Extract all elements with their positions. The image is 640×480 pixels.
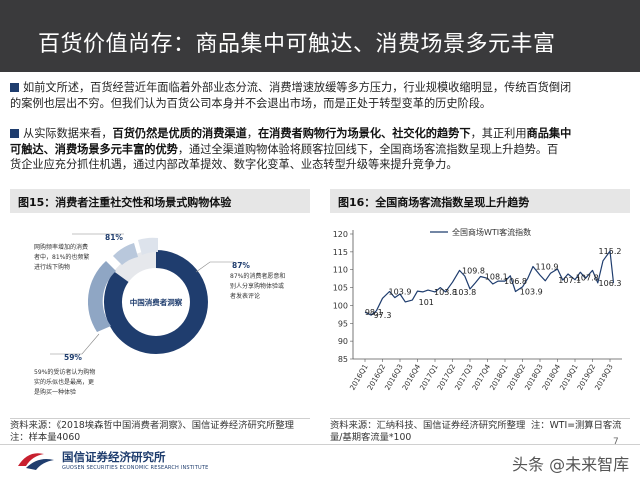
figure-16-source: 资料来源：汇纳科技、国信证券经济研究所整理 [330,420,526,431]
data-label: 108.1 [485,273,508,282]
paragraph-2-line-1: 从实际数据来看，百货仍然是优质的消费渠道，在消费者购物行为场景化、社交化的趋势下… [10,126,630,142]
segment-light [138,237,158,255]
stat-59-desc-2: 实的乐似也是最高，更 [34,378,94,386]
figure-15-note: 注：样本量4060 [10,432,81,443]
data-label: 106.8 [504,277,527,286]
data-label: 103.9 [520,288,543,297]
donut-center-label: 中国消费者洞察 [130,297,183,307]
title-bar: 百货价值尚存：商品集中可触达、消费场景多元丰富 [0,0,640,72]
data-label: 103.8 [434,288,457,297]
footer-logo-subtitle: GUOSEN SECURITIES ECONOMIC RESEARCH INST… [62,465,209,471]
data-label: 103.8 [453,288,476,297]
stat-81-desc-1: 网购频率增加的消费 [34,243,88,251]
data-label: 101 [419,298,434,307]
data-label: 109.8 [462,266,485,275]
y-tick-label: 95 [338,319,348,328]
stat-59-desc-1: 59%的受访者认为购物 [34,368,95,376]
paragraph-2-line-3: 货企业应充分抓住机遇，通过内部改革提效、数字化变革、业态转型升级等来提升竞争力。 [10,158,458,171]
figure-16-heading: 图16：全国商场客流指数呈现上升趋势 [330,189,630,213]
bullet-icon [10,129,19,138]
y-tick-label: 100 [333,301,348,310]
stat-81-desc-2: 者中，81%的也频繁 [34,253,89,261]
stat-59-pct: 59% [64,353,82,362]
figure-16-note-2: 量/基期客流量*100 [330,432,412,443]
stat-87-desc-3: 者发表评论 [230,292,260,300]
y-tick-label: 110 [333,266,348,275]
page-number: 7 [613,437,619,447]
y-tick-label: 90 [338,337,348,346]
data-label: 107.1 [558,276,581,285]
y-tick-label: 120 [333,230,348,239]
figure-15-source: 资料来源：《2018埃森哲中国消费者洞察》、国信证券经济研究所整理 [10,420,294,431]
figure-16-divider [330,418,630,419]
stat-81-pct: 81% [105,233,123,242]
segment-59 [87,261,116,332]
stat-59-desc-3: 是购买一种体验 [34,388,76,396]
watermark: 头条 @未来智库 [512,455,630,474]
stat-87-pct: 87% [232,261,250,270]
paragraph-2-line-2: 可触达、消费场景多元丰富的优势，通过全渠道购物体验将顾客拉回线下，全国商场客流指… [10,142,559,156]
footer-logo-text: 国信证券经济研究所 [62,450,166,464]
series-line [364,250,615,316]
figure-15-heading: 图15：消费者注重社交性和场景式购物体验 [10,189,310,213]
figure-16-line-chart: 8590951001051101151202016Q12016Q22016Q32… [333,227,622,392]
paragraph-1-line-2: 的案例也层出不穷。但我们认为百货公司本身并不会退出市场，而是正处于转型变革的历史… [10,96,492,110]
stat-87-desc-2: 别人分享购物体验或 [230,282,284,290]
leader-line-59 [50,333,100,355]
guosen-logo-icon [18,453,54,470]
data-label: 98.1 [365,308,383,317]
stat-81-desc-3: 进行线下购物 [34,263,70,271]
figure-15-divider [10,418,310,419]
y-tick-label: 105 [333,284,348,293]
data-label: 110.9 [536,263,559,272]
stat-87-desc-1: 87%的消费者愿意和 [230,272,285,280]
figure-15-infographic: 中国消费者洞察 81% 网购频率增加的消费 者中，81%的也频繁 进行线下购物 … [34,233,285,396]
y-tick-label: 85 [338,355,348,364]
donut-ring-87 [103,250,208,354]
leader-line-87 [195,261,234,273]
data-label: 107.8 [576,274,599,283]
footer-divider [0,444,640,445]
paragraph-1-line-1: 如前文所述，百货经营近年面临着外部业态分流、消费增速放缓等多方压力，行业规模收缩… [10,80,630,96]
data-label: 106.3 [599,279,622,288]
page-title: 百货价值尚存：商品集中可触达、消费场景多元丰富 [38,32,556,57]
paragraph-2: 从实际数据来看，百货仍然是优质的消费渠道，在消费者购物行为场景化、社交化的趋势下… [10,126,630,173]
legend-label: 全国商场WTI客流指数 [452,227,531,237]
bullet-icon [10,83,19,92]
paragraph-1: 如前文所述，百货经营近年面临着外部业态分流、消费增速放缓等多方压力，行业规模收缩… [10,80,630,111]
data-label: 115.2 [599,247,622,256]
segment-81 [113,243,138,265]
y-tick-label: 115 [333,248,348,257]
data-label: 103.9 [389,288,412,297]
figure-16-note: 注：WTI=测算日客流 [531,420,622,431]
donut-hole [127,273,185,331]
data-label: 97.3 [374,311,392,320]
